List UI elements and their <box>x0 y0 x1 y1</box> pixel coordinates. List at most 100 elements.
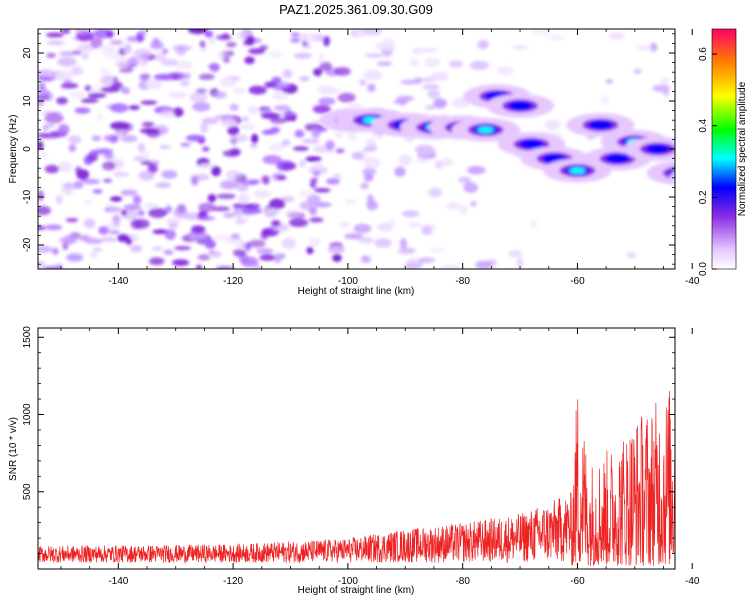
spectrogram-cell <box>359 79 367 86</box>
ridge-mark <box>605 154 630 164</box>
spectrogram-cell <box>408 222 422 228</box>
snr-frame <box>37 327 676 570</box>
spectrogram-cell <box>126 36 145 42</box>
spectrogram-cell <box>305 156 322 162</box>
spectrogram-cell <box>429 223 436 232</box>
spectrogram-cell <box>458 176 471 184</box>
spectrogram-cell <box>98 226 109 235</box>
spectrogram-cell <box>211 234 231 241</box>
spectrogram-cell <box>544 119 561 130</box>
spectrogram-cell <box>281 237 297 249</box>
spectrogram-cell <box>306 246 314 255</box>
spectrogram-cell <box>354 30 366 38</box>
spectrogram-cell <box>468 165 486 175</box>
spectrogram-cell <box>248 85 267 95</box>
spectrogram-y-label: Frequency (Hz) <box>8 115 19 184</box>
snr-x-ticks: -140 -120 -100 -80 -60 -40 <box>60 328 700 587</box>
spectrogram-cell <box>74 107 91 114</box>
spectrogram-cell <box>152 229 169 234</box>
spectrogram-cell <box>201 117 219 125</box>
spectrogram-cell <box>148 207 168 218</box>
spectrogram-cell <box>288 218 309 227</box>
spectrogram-cell <box>363 173 374 182</box>
spectrogram-cell <box>73 180 84 189</box>
spectrogram-cell <box>207 194 217 203</box>
spectrogram-cell <box>362 29 383 36</box>
spectrogram-cell <box>270 126 280 134</box>
spectrogram-cell <box>96 114 103 122</box>
y-tick-label: 1500 <box>22 326 33 349</box>
spectrogram-cell <box>398 154 413 166</box>
spectrogram-cell <box>313 188 331 193</box>
spectrogram-cell <box>133 48 152 60</box>
spectrogram-cell <box>108 208 123 214</box>
spectrogram-cell <box>366 144 378 151</box>
snr-series-line <box>38 390 675 566</box>
spectrogram-cell <box>172 107 184 117</box>
spectrogram-cell <box>100 74 115 86</box>
ridge-mark <box>588 120 613 130</box>
spectrogram-cell <box>219 77 236 88</box>
spectrogram-cell <box>428 187 443 198</box>
spectrogram-cell <box>292 146 309 151</box>
spectrogram-cell <box>367 83 376 93</box>
spectrogram-cell <box>58 161 73 172</box>
spectrogram-cell <box>81 178 101 185</box>
spectrogram-cell <box>38 88 50 99</box>
spectrogram-cell <box>77 236 97 241</box>
spectrogram-cell <box>56 97 68 105</box>
spectrogram-cell <box>74 29 89 35</box>
spectrogram-cell <box>106 30 114 38</box>
spectrogram-cell <box>281 139 291 147</box>
spectrogram-cell <box>63 234 76 245</box>
spectrogram-cell <box>38 245 54 253</box>
spectrogram-cell <box>242 116 249 122</box>
spectrogram-cell <box>376 61 393 66</box>
spectrogram-cell <box>138 210 145 217</box>
ridge-mark <box>654 164 675 182</box>
spectrogram-cell <box>418 257 435 263</box>
spectrogram-cell <box>441 264 461 269</box>
spectrogram-x-label: Height of straight line (km) <box>298 286 415 297</box>
spectrogram-cell <box>185 134 206 142</box>
spectrogram-cell <box>81 52 89 60</box>
spectrogram-cell <box>204 30 214 38</box>
spectrogram-cell <box>469 60 489 71</box>
spectrogram-cell <box>223 212 236 219</box>
spectrogram-cell <box>357 236 374 244</box>
spectrogram-cell <box>424 57 441 68</box>
spectrogram-cell <box>294 129 305 138</box>
spectrogram-cell <box>120 87 131 94</box>
spectrogram-cell <box>446 201 461 210</box>
spectrogram-cell <box>332 253 342 262</box>
spectrogram-cell <box>200 122 209 134</box>
spectrogram-cell <box>293 52 312 59</box>
spectrogram-cell <box>609 31 625 40</box>
y-tick-label: 10 <box>22 95 33 107</box>
spectrogram-cell <box>196 216 216 221</box>
y-tick-label: -10 <box>22 189 33 204</box>
spectrogram-cell <box>301 32 320 43</box>
spectrogram-cell <box>123 204 142 211</box>
spectrogram-cell <box>475 260 492 269</box>
x-tick-label: -120 <box>223 576 243 587</box>
spectrogram-cell <box>244 203 261 209</box>
spectrogram-cell <box>260 231 269 240</box>
spectrogram-cell <box>312 68 323 76</box>
spectrogram-cell <box>261 112 280 119</box>
y-tick-label: -20 <box>22 237 33 252</box>
spectrogram-cell <box>314 201 332 208</box>
spectrogram-cell <box>237 193 250 205</box>
spectrogram-cell <box>360 255 371 263</box>
spectrogram-cell <box>309 237 321 248</box>
x-tick-label: -40 <box>685 576 700 587</box>
spectrogram-cell <box>327 246 345 254</box>
spectrogram-cell <box>449 60 463 68</box>
spectrogram-cell <box>273 105 291 111</box>
spectrogram-cell <box>458 204 468 215</box>
spectrogram-cell <box>46 40 65 46</box>
spectrogram-cell <box>92 189 103 194</box>
x-tick-label: -60 <box>570 576 585 587</box>
spectrogram-cell <box>143 203 159 209</box>
colorbar: 0.0 0.2 0.4 0.6 Normalized spectral amplitu… <box>698 28 748 276</box>
